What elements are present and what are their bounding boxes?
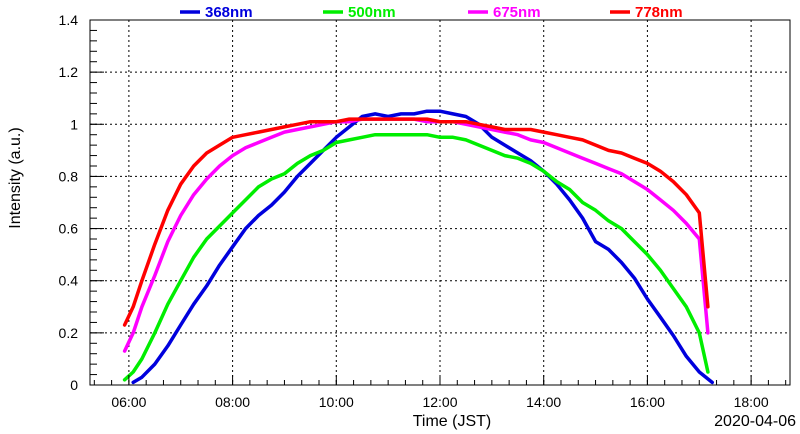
series-line-368nm — [131, 109, 714, 385]
series-line-500nm — [122, 132, 710, 382]
y-tick-label: 0.2 — [59, 325, 79, 341]
x-tick-label: 08:00 — [215, 394, 250, 410]
series-line-778nm — [122, 117, 710, 327]
legend: 368nm 500nm 675nm 778nm — [180, 4, 683, 21]
legend-label: 675nm — [493, 4, 541, 21]
y-tick-label: 1.2 — [59, 64, 79, 80]
x-tick-label: 18:00 — [734, 394, 769, 410]
series-layer — [122, 109, 714, 385]
x-tick-label: 06:00 — [111, 394, 146, 410]
y-tick-label: 0.4 — [59, 273, 79, 289]
x-tick-label: 12:00 — [422, 394, 457, 410]
y-tick-label: 1.4 — [59, 12, 79, 28]
date-label: 2020-04-06 — [714, 413, 796, 430]
y-tick-label: 0.8 — [59, 168, 79, 184]
x-tick-label: 16:00 — [630, 394, 665, 410]
y-axis-title: Intensity (a.u.) — [7, 127, 24, 228]
legend-label: 778nm — [635, 4, 683, 21]
y-tick-label: 0.6 — [59, 221, 79, 237]
legend-label: 368nm — [205, 4, 253, 21]
ticks: 06:00 08:00 10:00 12:00 14:00 16:00 18:00 0 0.2 0… — [59, 12, 787, 410]
x-axis-title: Time (JST) — [413, 413, 492, 430]
y-tick-label: 0 — [70, 377, 78, 393]
y-tick-label: 1 — [70, 116, 78, 132]
x-tick-label: 10:00 — [319, 394, 354, 410]
legend-label: 500nm — [348, 4, 396, 21]
x-tick-label: 14:00 — [526, 394, 561, 410]
